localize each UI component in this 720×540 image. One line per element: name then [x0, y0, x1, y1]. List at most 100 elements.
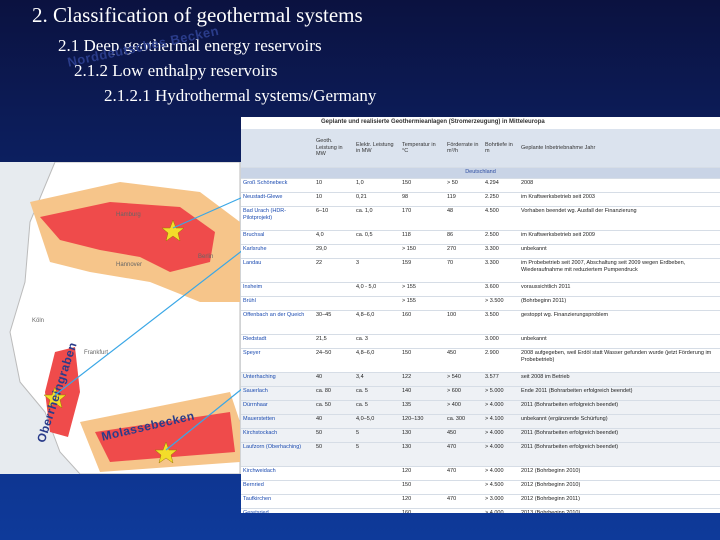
- site-link[interactable]: Groß Schönebeck: [241, 178, 314, 193]
- table-cell: 4.294: [483, 178, 519, 193]
- table-cell: 2.250: [483, 192, 519, 207]
- site-link[interactable]: Unterhaching: [241, 372, 314, 387]
- upper-rhine-high: [45, 347, 80, 437]
- table-cell: 150: [400, 178, 445, 193]
- table-cell: 140: [400, 386, 445, 401]
- table-row: Karlsruhe 29,0 > 150 270 3.300 unbekannt: [241, 244, 720, 259]
- site-link[interactable]: Mauerstetten: [241, 414, 314, 429]
- table-row: Geretsried 160 > 4.000 2013 (Bohrbeginn 201…: [241, 508, 720, 513]
- table-cell: Ende 2011 (Bohrarbeiten erfolgreich been…: [519, 386, 720, 401]
- table-cell: 160: [400, 508, 445, 513]
- table-cell: 4.500: [483, 206, 519, 231]
- table-row: Mauerstetten 40 4,0–5,0 120–130 ca. 300 > 4.1…: [241, 414, 720, 429]
- table-cell: 450: [445, 348, 483, 373]
- table-cell: [354, 296, 400, 311]
- col-header-elec: Elektr. Leistung in MW: [354, 129, 400, 168]
- table-cell: 2011 (Bohrarbeiten erfolgreich beendet): [519, 428, 720, 443]
- col-header-site: [241, 129, 314, 168]
- site-link[interactable]: Insheim: [241, 282, 314, 297]
- site-link[interactable]: Speyer: [241, 348, 314, 373]
- site-link[interactable]: Neustadt-Glewe: [241, 192, 314, 207]
- star-rhine-icon: [43, 386, 67, 409]
- table-cell: ca. 5: [354, 400, 400, 415]
- table-cell: 48: [445, 206, 483, 231]
- table-cell: [354, 494, 400, 509]
- col-header-year: Geplante Inbetriebnahme Jahr: [519, 129, 720, 168]
- table-cell: im Probebetrieb seit 2007, Abschaltung s…: [519, 258, 720, 283]
- star-north-icon: [161, 219, 185, 242]
- site-link[interactable]: Brühl: [241, 296, 314, 311]
- table-cell: 2.900: [483, 348, 519, 373]
- table-cell: ca. 5: [354, 386, 400, 401]
- table-cell: 70: [445, 258, 483, 283]
- table-cell: > 3.000: [483, 494, 519, 509]
- table-row: Brühl > 155 > 3.500 (Bohrbeginn 2011): [241, 296, 720, 311]
- city-label: Berlin: [198, 254, 214, 260]
- col-header-geoth: Geoth. Leistung in MW: [314, 129, 354, 168]
- table-cell: > 150: [400, 244, 445, 259]
- table-cell: ca. 50: [314, 400, 354, 415]
- table-cell: [354, 508, 400, 513]
- site-link[interactable]: Kirchweidach: [241, 466, 314, 481]
- table-row: Bernried 150 > 4.500 2012 (Bohrbeginn 2010): [241, 480, 720, 495]
- site-link[interactable]: Riedstadt: [241, 334, 314, 349]
- site-link[interactable]: Bad Urach (HDR-Pilotprojekt): [241, 206, 314, 231]
- table-cell: 470: [445, 466, 483, 481]
- table-cell: 2008: [519, 178, 720, 193]
- table-cell: 30–45: [314, 310, 354, 335]
- table-cell: [445, 282, 483, 297]
- table-cell: > 155: [400, 296, 445, 311]
- table-cell: 130: [400, 442, 445, 467]
- table-cell: 120: [400, 466, 445, 481]
- table-cell: gestoppt wg. Finanzierungsproblem: [519, 310, 720, 335]
- table-cell: 3.600: [483, 282, 519, 297]
- table-cell: > 600: [445, 386, 483, 401]
- connector-line: [172, 196, 244, 229]
- table-row: Taufkirchen 120 470 > 3.000 2012 (Bohrbeginn…: [241, 494, 720, 509]
- table-cell: 10: [314, 192, 354, 207]
- table-cell: ca. 0,5: [354, 230, 400, 245]
- site-link[interactable]: Taufkirchen: [241, 494, 314, 509]
- col-header-depth: Bohrtiefe in m: [483, 129, 519, 168]
- table-cell: 40: [314, 414, 354, 429]
- table-row: Bruchsal 4,0 ca. 0,5 118 86 2.500 im Kraftwerk…: [241, 230, 720, 245]
- table-cell: > 4.000: [483, 508, 519, 513]
- table-cell: ca. 80: [314, 386, 354, 401]
- site-link[interactable]: Laufzorn (Oberhaching): [241, 442, 314, 467]
- table-cell: 3.300: [483, 258, 519, 283]
- city-label: Hamburg: [116, 212, 141, 218]
- city-label: Hannover: [116, 262, 143, 268]
- table-cell: im Kraftwerksbetrieb seit 2003: [519, 192, 720, 207]
- table-cell: 3.577: [483, 372, 519, 387]
- table-cell: > 4.500: [483, 480, 519, 495]
- site-link[interactable]: Geretsried: [241, 508, 314, 513]
- table-cell: 2013 (Bohrbeginn 2010): [519, 508, 720, 513]
- site-link[interactable]: Kirchstockach: [241, 428, 314, 443]
- table-cell: 2008 aufgegeben, weil Erdöl statt Wasser…: [519, 348, 720, 373]
- table-cell: 3.300: [483, 244, 519, 259]
- table-row: Unterhaching 40 3,4 122 > 540 3.577 seit 2008 …: [241, 372, 720, 387]
- subheading-level-3: 2.1.2 Low enthalpy reservoirs: [74, 61, 278, 80]
- subheading-level-2: 2.1 Deep geothermal energy reservoirs: [58, 36, 322, 55]
- table-cell: [354, 480, 400, 495]
- col-header-rate: Förderrate in m³/h: [445, 129, 483, 168]
- site-link[interactable]: Sauerlach: [241, 386, 314, 401]
- site-link[interactable]: Dürrnhaar: [241, 400, 314, 415]
- table-cell: 5: [354, 428, 400, 443]
- site-link[interactable]: Karlsruhe: [241, 244, 314, 259]
- table-row: Insheim 4,0 - 5,0 > 155 3.600 voraussichtlic…: [241, 282, 720, 297]
- table-cell: 470: [445, 442, 483, 467]
- table-cell: > 4.000: [483, 442, 519, 467]
- table-cell: seit 2008 im Betrieb: [519, 372, 720, 387]
- table-cell: 150: [400, 480, 445, 495]
- table-cell: 135: [400, 400, 445, 415]
- site-link[interactable]: Offenbach an der Queich: [241, 310, 314, 335]
- site-link[interactable]: Landau: [241, 258, 314, 283]
- table-title: Geplante und realisierte Geothermieanlag…: [321, 119, 545, 125]
- table-cell: 159: [400, 258, 445, 283]
- map-graphic: [9, 162, 241, 474]
- star-molasse-icon: [154, 441, 178, 464]
- table-cell: [445, 296, 483, 311]
- site-link[interactable]: Bernried: [241, 480, 314, 495]
- site-link[interactable]: Bruchsal: [241, 230, 314, 245]
